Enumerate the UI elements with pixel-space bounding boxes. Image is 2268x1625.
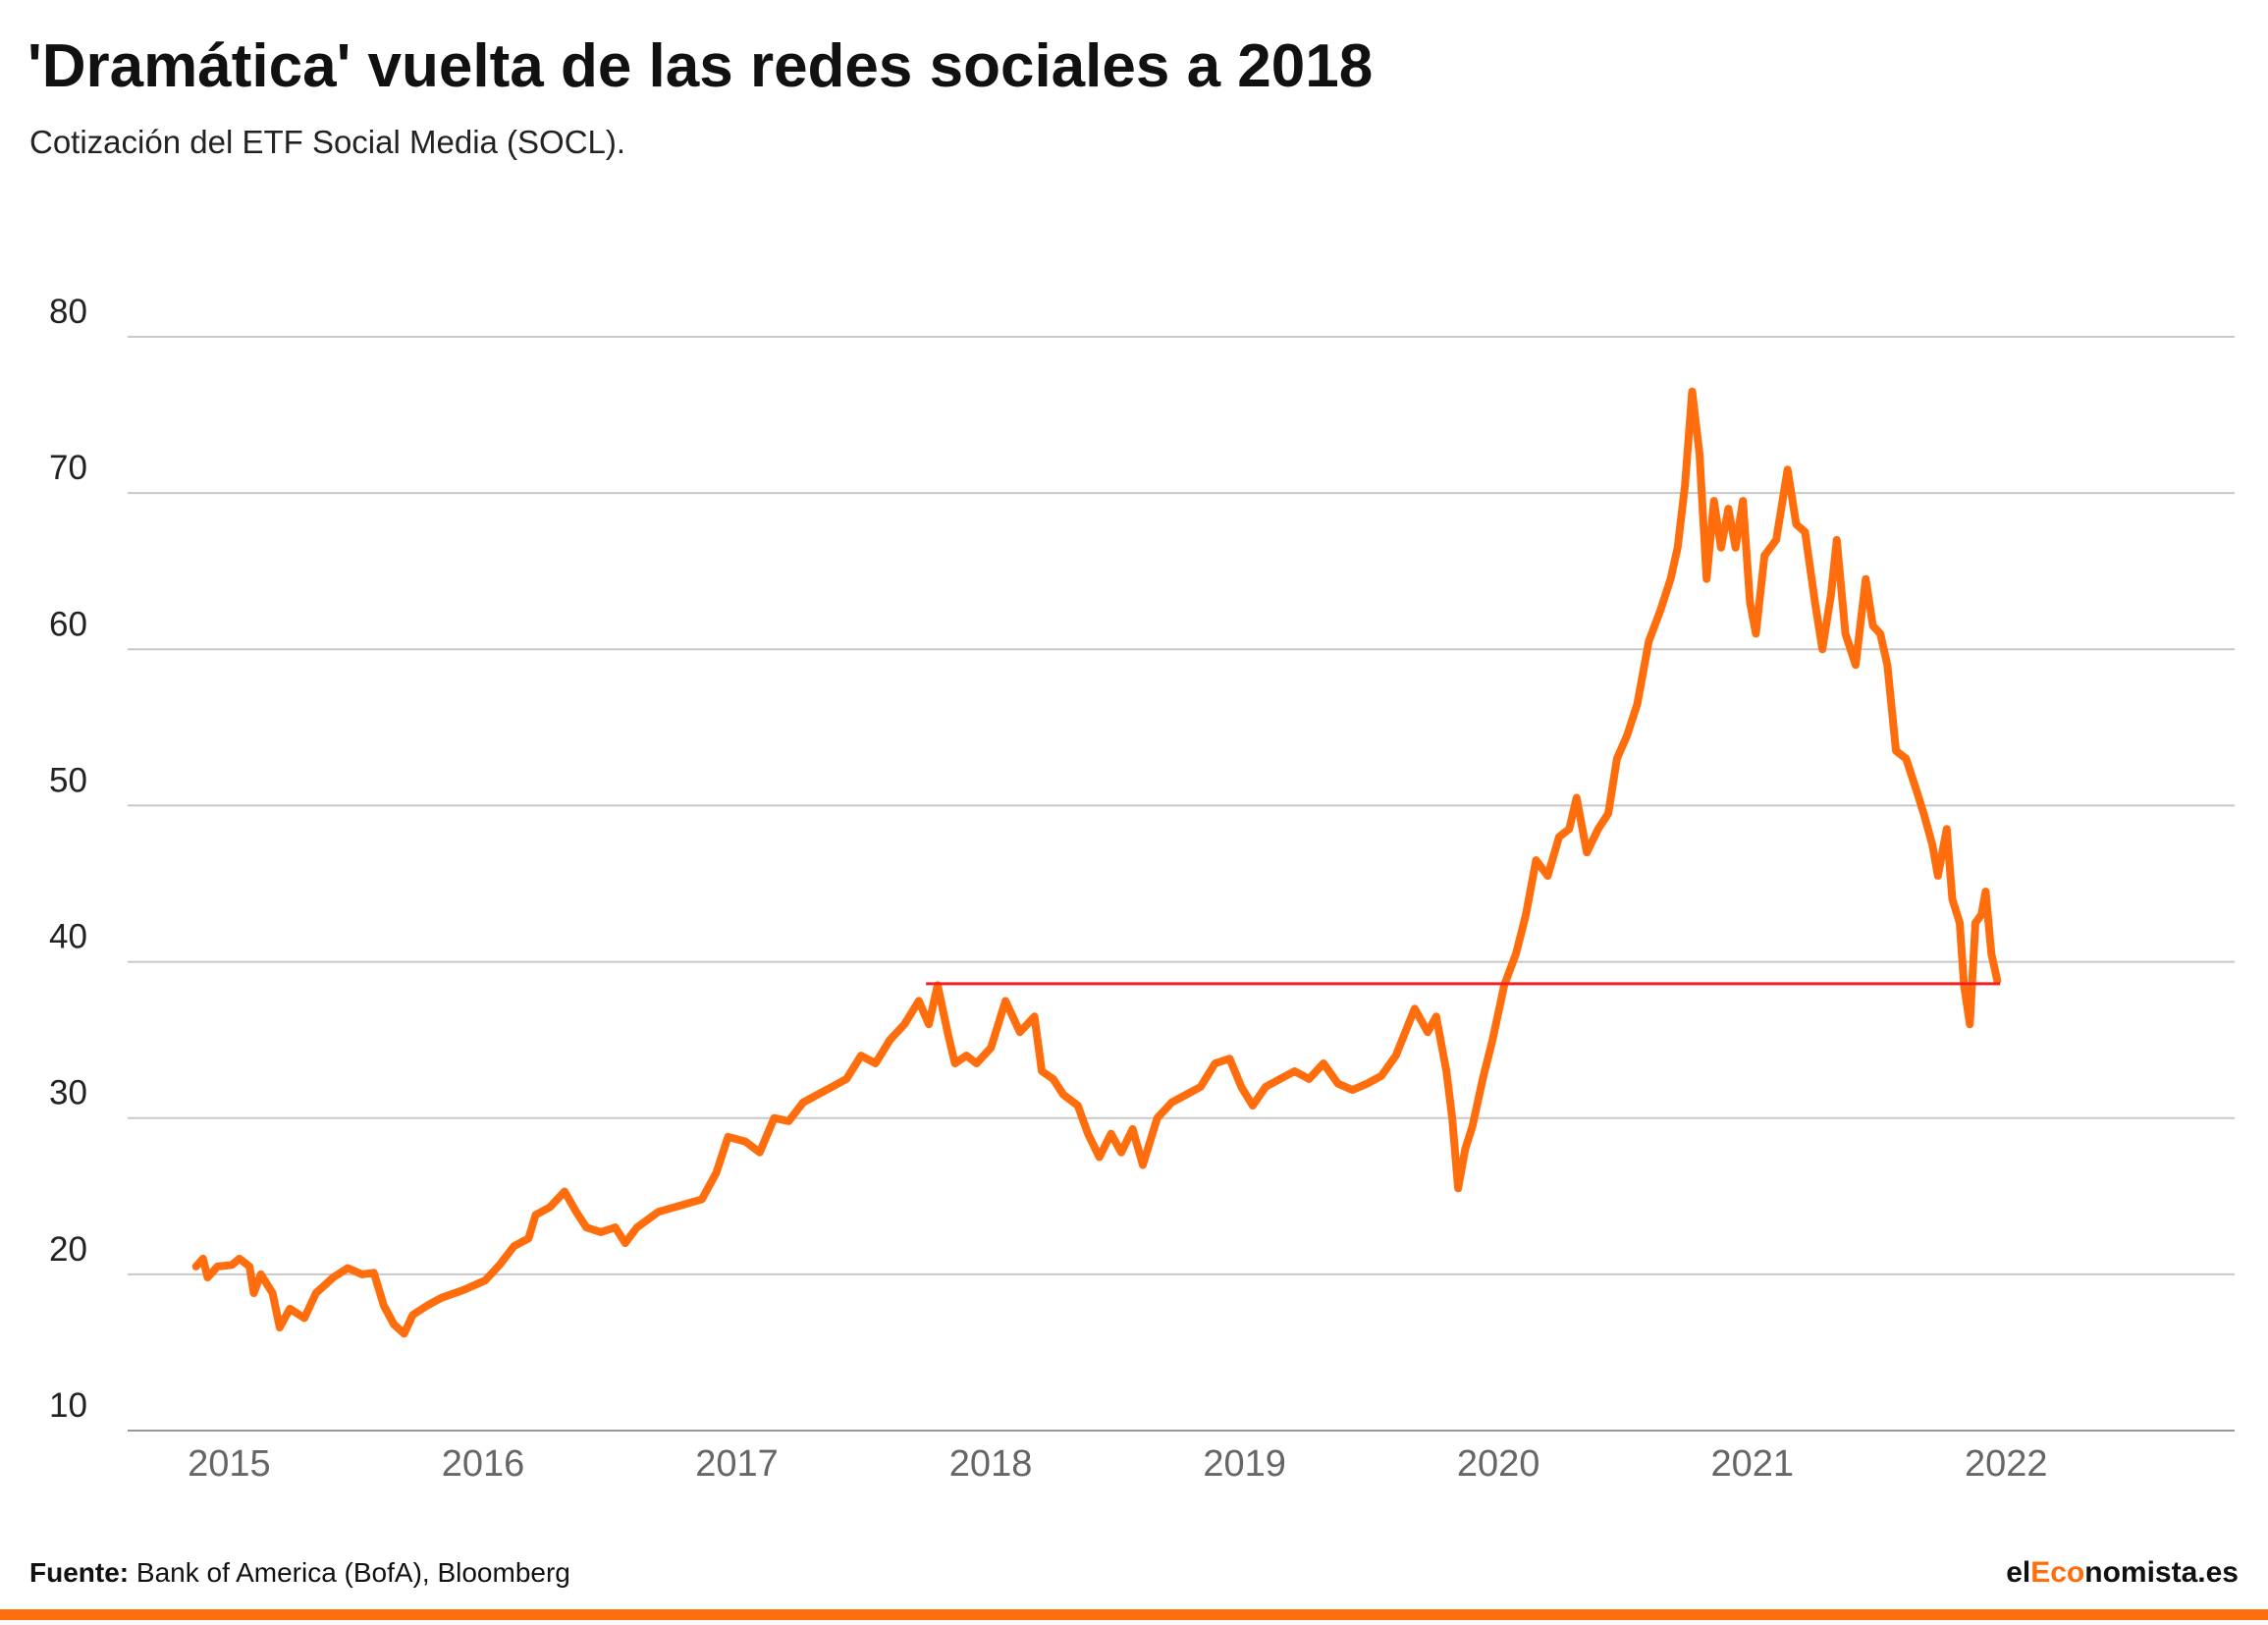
source-label: Fuente:	[29, 1557, 129, 1588]
y-tick-label: 30	[49, 1074, 87, 1112]
source-text: Bank of America (BofA), Bloomberg	[136, 1557, 570, 1588]
x-tick-label: 2017	[695, 1443, 779, 1485]
y-tick-label: 40	[49, 918, 87, 956]
brand-accent: Eco	[2030, 1556, 2084, 1589]
x-tick-label: 2022	[1965, 1443, 2048, 1485]
x-tick-label: 2016	[442, 1443, 525, 1485]
chart-title: 'Dramática' vuelta de las redes sociales…	[27, 32, 1373, 100]
y-tick-label: 60	[49, 605, 87, 643]
y-tick-label: 10	[49, 1386, 87, 1425]
y-tick-label: 70	[49, 449, 87, 487]
price-line	[191, 387, 2002, 1338]
bottom-bar	[0, 1609, 2268, 1620]
brand-logo: elEconomista.es	[2006, 1556, 2239, 1589]
chart-subtitle: Cotización del ETF Social Media (SOCL).	[29, 124, 625, 160]
brand-pre: el	[2006, 1556, 2030, 1589]
x-tick-label: 2018	[949, 1443, 1033, 1485]
y-tick-label: 80	[49, 293, 87, 331]
x-tick-label: 2015	[188, 1443, 271, 1485]
y-tick-label: 50	[49, 761, 87, 799]
y-tick-label: 20	[49, 1230, 87, 1269]
plot-area: 10 20 30 40 50 60 70 80 2015 2016 2017 2018 2019 2020…	[49, 293, 2235, 1485]
x-tick-label: 2019	[1203, 1443, 1286, 1485]
source: Fuente: Bank of America (BofA), Bloomber…	[29, 1557, 570, 1588]
x-tick-label: 2021	[1710, 1443, 1794, 1485]
brand-post: nomista.es	[2084, 1556, 2239, 1589]
x-tick-label: 2020	[1457, 1443, 1540, 1485]
